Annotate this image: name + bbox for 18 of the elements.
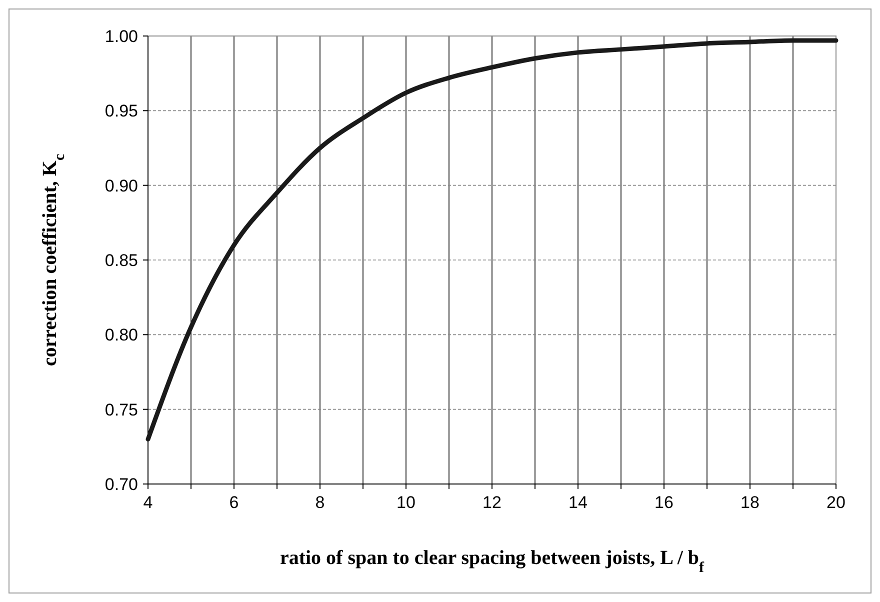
x-tick-label: 6 — [229, 493, 239, 512]
x-axis-title: ratio of span to clear spacing between joists, L / b$_{f}$ — [280, 547, 706, 576]
line-series — [146, 38, 838, 442]
x-tick-label: 12 — [482, 493, 502, 512]
y-tick-label: 0.70 — [104, 475, 138, 494]
y-tick-label: 0.90 — [104, 176, 138, 196]
x-tick-label: 10 — [396, 493, 416, 512]
x-tick-label: 20 — [826, 493, 846, 512]
x-tick-label: 8 — [315, 493, 325, 512]
x-tick-label: 16 — [654, 493, 674, 512]
y-tick-label: 0.75 — [104, 400, 138, 420]
y-tick-label: 0.95 — [104, 102, 138, 121]
y-tick-label: 0.80 — [104, 326, 138, 345]
y-tick-label: 0.85 — [104, 251, 138, 270]
x-tick-label: 14 — [568, 493, 588, 512]
x-tick-label: 18 — [740, 493, 760, 512]
y-tick-label: 1.00 — [104, 27, 138, 46]
x-tick-label: 4 — [143, 493, 153, 512]
